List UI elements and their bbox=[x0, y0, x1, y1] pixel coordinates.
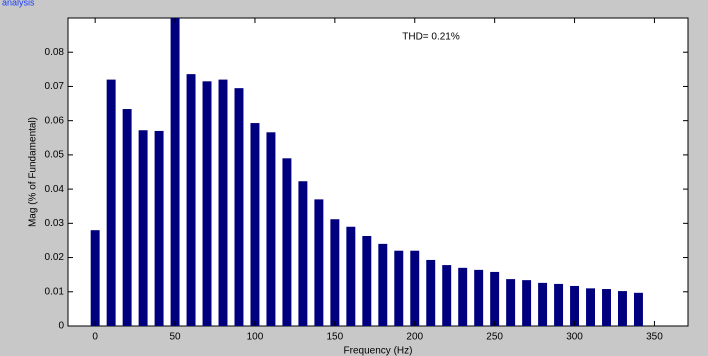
y-tick-label: 0.05 bbox=[45, 150, 65, 161]
bar bbox=[170, 18, 180, 326]
bar bbox=[346, 226, 356, 326]
bar bbox=[538, 282, 548, 326]
bar bbox=[330, 219, 340, 326]
bar bbox=[266, 132, 276, 326]
x-tick-label: 250 bbox=[486, 332, 503, 343]
bar bbox=[154, 130, 164, 326]
bar bbox=[522, 280, 532, 326]
bar bbox=[633, 292, 643, 326]
bar bbox=[602, 289, 611, 326]
y-tick-label: 0.08 bbox=[45, 47, 65, 58]
bar bbox=[218, 79, 228, 326]
bar bbox=[202, 81, 212, 326]
bar bbox=[554, 283, 564, 326]
bar bbox=[458, 267, 468, 326]
bar bbox=[186, 74, 196, 326]
y-tick-label: 0 bbox=[58, 321, 64, 332]
bar bbox=[586, 288, 595, 326]
y-tick-label: 0.02 bbox=[45, 252, 65, 263]
bar bbox=[90, 230, 100, 326]
bar bbox=[314, 199, 324, 326]
x-tick-label: 200 bbox=[406, 332, 423, 343]
annotation: THD= 0.21% bbox=[402, 32, 460, 43]
x-tick-label: 50 bbox=[169, 332, 181, 343]
x-axis-label: Frequency (Hz) bbox=[344, 346, 413, 356]
window-title: analysis bbox=[2, 0, 35, 7]
bar bbox=[570, 285, 580, 326]
bar bbox=[250, 123, 260, 326]
x-tick-label: 300 bbox=[566, 332, 583, 343]
x-tick-label: 100 bbox=[247, 332, 264, 343]
bar bbox=[106, 79, 116, 326]
bar bbox=[378, 243, 388, 326]
x-tick-label: 150 bbox=[327, 332, 344, 343]
y-tick-label: 0.07 bbox=[45, 81, 65, 92]
bar bbox=[138, 130, 148, 326]
bar bbox=[442, 265, 452, 326]
y-axis-label: Mag (% of Fundamental) bbox=[28, 117, 39, 227]
y-tick-label: 0.01 bbox=[45, 286, 65, 297]
bar bbox=[122, 109, 132, 326]
bar bbox=[362, 235, 372, 326]
bar bbox=[490, 271, 500, 326]
y-tick-label: 0.06 bbox=[45, 115, 65, 126]
y-tick-label: 0.04 bbox=[45, 184, 65, 195]
x-tick-label: 0 bbox=[92, 332, 98, 343]
x-tick-label: 350 bbox=[646, 332, 663, 343]
bar bbox=[474, 269, 484, 326]
bar bbox=[618, 291, 627, 326]
bar bbox=[298, 181, 308, 326]
bar bbox=[426, 259, 436, 326]
y-tick-label: 0.03 bbox=[45, 218, 65, 229]
bar bbox=[234, 88, 244, 327]
bar bbox=[506, 279, 516, 326]
bar bbox=[394, 250, 404, 326]
bar bbox=[410, 250, 420, 326]
bar bbox=[282, 158, 292, 326]
